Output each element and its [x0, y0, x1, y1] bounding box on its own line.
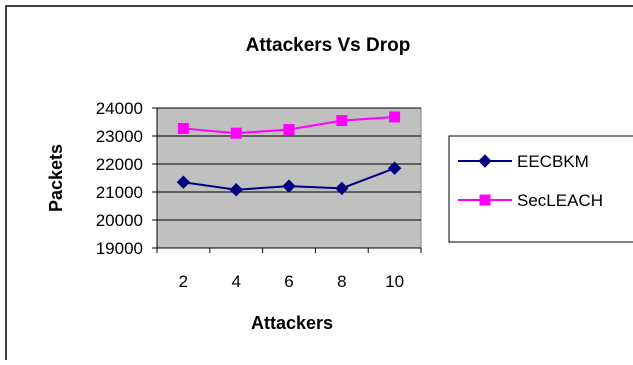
y-tick-label: 20000 [96, 211, 143, 230]
y-axis-title: Packets [46, 144, 66, 212]
x-tick-label: 10 [385, 272, 404, 291]
y-tick-label: 21000 [96, 183, 143, 202]
x-axis-title: Attackers [251, 313, 333, 333]
data-point [337, 116, 347, 126]
legend-marker [480, 195, 490, 205]
data-point [390, 112, 400, 122]
x-tick-label: 2 [179, 272, 188, 291]
chart-title: Attackers Vs Drop [246, 35, 411, 56]
data-point [284, 125, 294, 135]
x-tick-label: 4 [231, 272, 240, 291]
x-tick-label: 6 [284, 272, 293, 291]
y-tick-label: 22000 [96, 155, 143, 174]
legend-label: EECBKM [517, 152, 589, 171]
x-tick-label: 8 [337, 272, 346, 291]
y-tick-label: 19000 [96, 239, 143, 258]
legend-label: SecLEACH [517, 191, 603, 210]
y-tick-label: 23000 [96, 127, 143, 146]
data-point [231, 128, 241, 138]
y-tick-label: 24000 [96, 99, 143, 118]
data-point [178, 123, 188, 133]
